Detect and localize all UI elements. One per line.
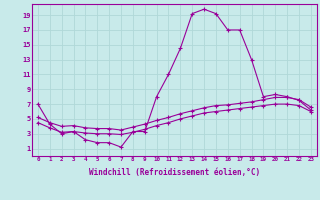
X-axis label: Windchill (Refroidissement éolien,°C): Windchill (Refroidissement éolien,°C) <box>89 168 260 177</box>
